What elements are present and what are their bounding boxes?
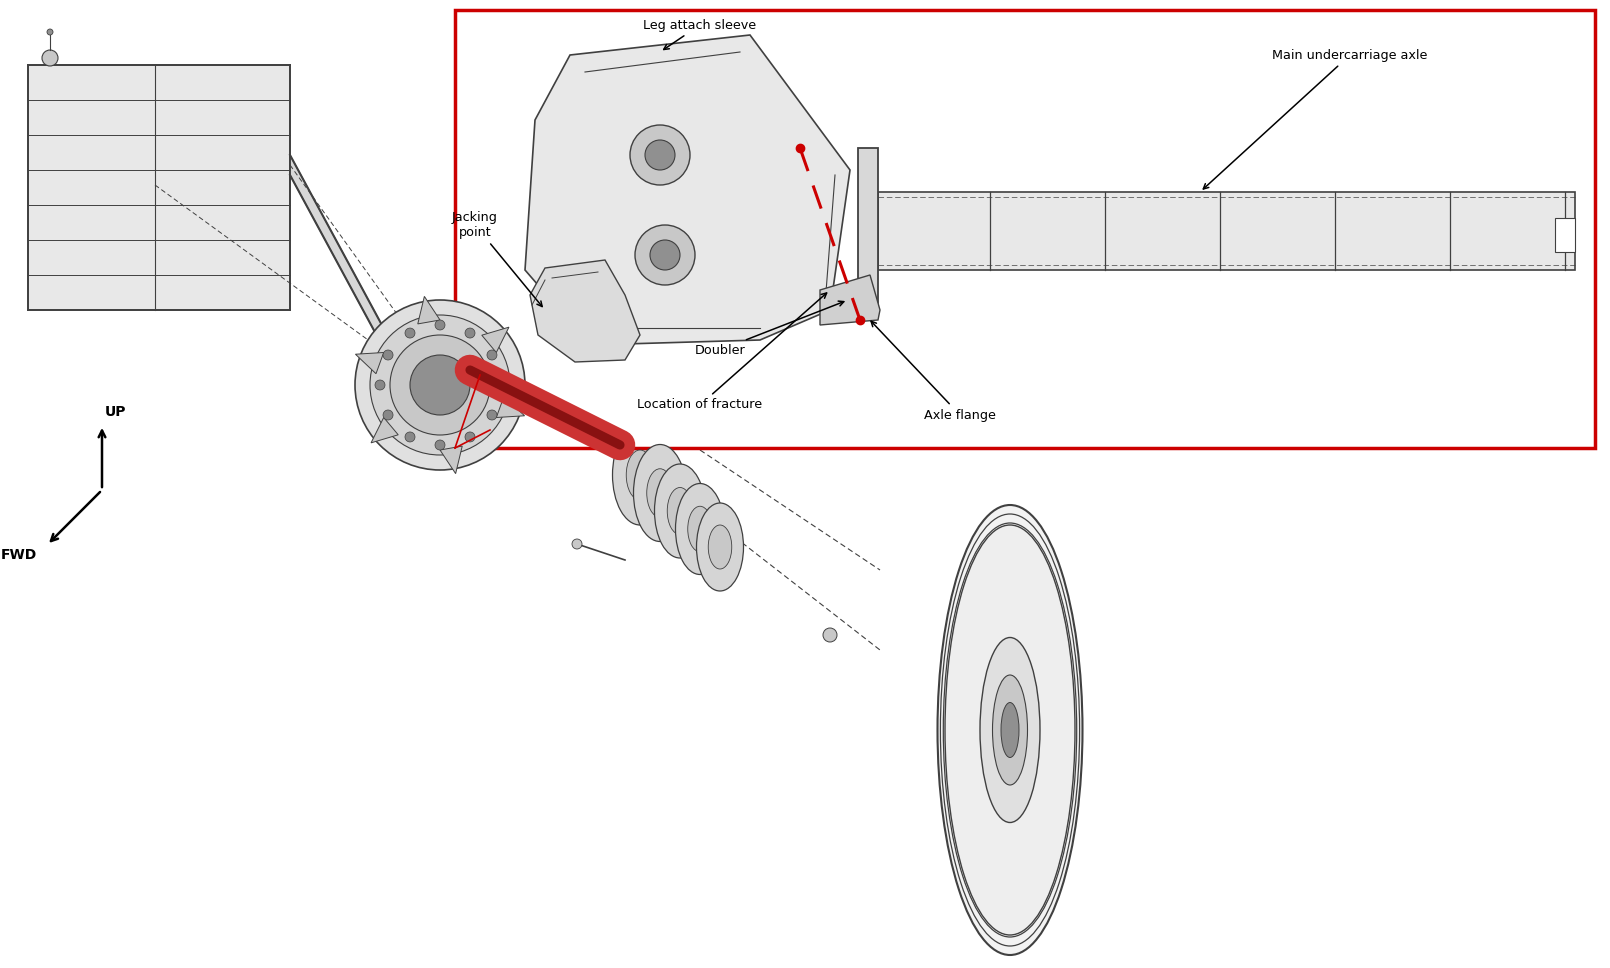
Bar [456,10,1596,448]
Polygon shape [481,327,509,352]
Text: Main undercarriage axle: Main undercarriage axle [1203,48,1428,189]
Circle shape [634,225,696,285]
Ellipse shape [687,506,712,552]
Polygon shape [370,417,398,442]
Circle shape [465,328,475,338]
Circle shape [383,410,393,420]
Text: UP: UP [105,405,127,419]
Circle shape [406,432,415,442]
Polygon shape [356,352,383,374]
Circle shape [435,320,444,330]
Bar [1555,218,1575,252]
Ellipse shape [992,675,1027,785]
Polygon shape [440,446,462,473]
Polygon shape [290,155,390,360]
Ellipse shape [937,505,1082,955]
Circle shape [354,300,525,470]
Circle shape [390,335,489,435]
Ellipse shape [655,464,705,558]
Polygon shape [530,260,641,362]
Polygon shape [525,35,850,345]
Circle shape [650,240,679,270]
Circle shape [486,350,497,360]
Bar [877,192,1575,270]
Circle shape [486,410,497,420]
Circle shape [383,350,393,360]
Ellipse shape [697,503,744,591]
Circle shape [646,140,675,170]
Circle shape [406,328,415,338]
Text: Location of fracture: Location of fracture [638,293,826,411]
Circle shape [465,432,475,442]
Text: Leg attach sleeve: Leg attach sleeve [644,18,757,49]
Ellipse shape [626,450,654,500]
Polygon shape [819,275,881,325]
Circle shape [494,380,506,390]
Ellipse shape [647,469,673,517]
Bar [858,148,877,318]
Text: Axle flange: Axle flange [871,321,997,421]
Circle shape [370,315,510,455]
Ellipse shape [633,444,686,541]
Circle shape [572,539,581,549]
Text: FWD: FWD [2,548,37,562]
Circle shape [375,380,385,390]
Circle shape [630,125,691,185]
Ellipse shape [676,483,724,574]
Polygon shape [417,296,440,324]
Circle shape [411,355,470,415]
Ellipse shape [667,488,692,534]
Polygon shape [496,396,525,417]
Circle shape [42,50,58,66]
Circle shape [47,29,53,35]
Ellipse shape [708,525,733,569]
Circle shape [435,440,444,450]
Circle shape [823,628,837,642]
Ellipse shape [945,525,1075,935]
Text: Doubler: Doubler [694,301,844,356]
Ellipse shape [612,425,668,525]
Polygon shape [27,65,290,310]
Ellipse shape [980,638,1040,823]
Ellipse shape [1001,703,1019,758]
Text: Jacking
point: Jacking point [452,211,543,307]
